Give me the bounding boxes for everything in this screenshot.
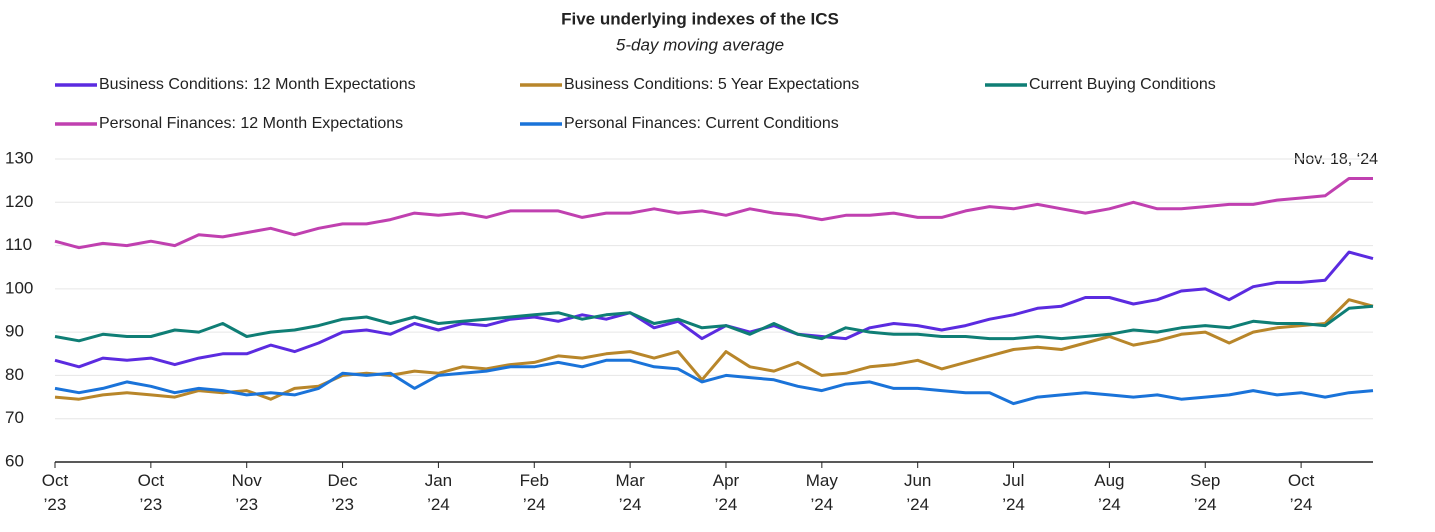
series-line — [54, 177, 1373, 250]
y-tick-label: 60 — [5, 451, 24, 470]
x-tick-label: Sep ’24 — [1190, 471, 1220, 514]
series-line — [54, 358, 1374, 406]
x-tick-label: Apr ’24 — [713, 471, 740, 514]
y-tick-label: 100 — [5, 278, 33, 297]
x-tick-label: Oct ’23 — [42, 471, 69, 514]
y-tick-label: 110 — [5, 235, 32, 254]
y-tick-label: 90 — [5, 322, 24, 341]
y-tick-label: 130 — [5, 148, 33, 167]
series-line — [54, 304, 1374, 343]
x-tick-label: Jan ’24 — [425, 471, 452, 514]
series-line — [54, 250, 1374, 369]
x-tick-label: Dec ’23 — [327, 471, 358, 514]
x-tick-label: Oct ’23 — [138, 471, 165, 514]
annotation: Nov. 18, ‘24 — [1294, 151, 1378, 168]
x-tick-label: Feb ’24 — [520, 471, 549, 514]
x-tick-label: Oct ’24 — [1288, 471, 1315, 514]
chart-subtitle: 5-day moving average — [616, 35, 784, 54]
x-tick-label: Aug ’24 — [1094, 471, 1124, 514]
series-line — [54, 298, 1374, 401]
x-tick-label: Jul ’24 — [1002, 471, 1025, 514]
legend-label: Personal Finances: 12 Month Expectations — [99, 115, 403, 132]
x-tick-label: Nov ’23 — [232, 471, 263, 514]
legend-label: Business Conditions: 12 Month Expectatio… — [99, 76, 416, 93]
x-tick-label: Mar ’24 — [615, 471, 645, 514]
legend-label: Personal Finances: Current Conditions — [564, 115, 839, 132]
chart-title: Five underlying indexes of the ICS — [561, 9, 839, 28]
y-tick-label: 120 — [5, 192, 33, 211]
y-tick-label: 80 — [5, 365, 24, 384]
legend-label: Business Conditions: 5 Year Expectations — [564, 76, 859, 93]
x-tick-label: Jun ’24 — [904, 471, 931, 514]
y-tick-label: 70 — [5, 408, 24, 427]
x-tick-label: May ’24 — [806, 471, 839, 514]
legend-label: Current Buying Conditions — [1029, 76, 1216, 93]
